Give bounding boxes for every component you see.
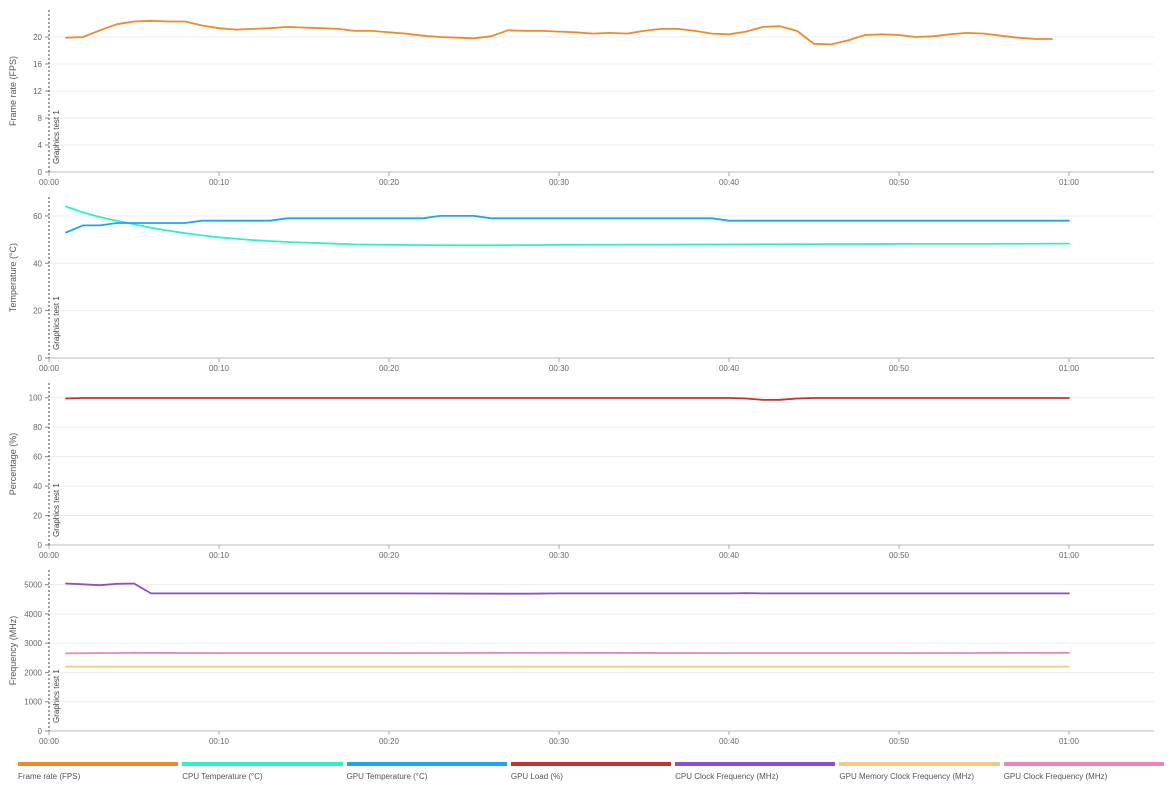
legend-label: Frame rate (FPS)	[18, 772, 81, 781]
x-tick-label: 00:50	[889, 551, 910, 560]
legend-swatch	[839, 762, 1000, 766]
y-tick-label: 60	[33, 453, 42, 462]
x-tick-label: 00:00	[39, 178, 60, 187]
legend-swatch	[675, 762, 836, 766]
y-tick-label: 16	[33, 60, 42, 69]
x-tick-label: 00:30	[549, 737, 570, 746]
legend-swatch	[18, 762, 179, 766]
y-tick-label: 20	[33, 307, 42, 316]
x-tick-label: 01:00	[1059, 364, 1080, 373]
y-tick-label: 4	[38, 141, 43, 150]
x-tick-label: 00:20	[379, 737, 400, 746]
x-tick-label: 00:40	[719, 364, 740, 373]
event-marker-label: Graphics test 1	[52, 669, 61, 723]
series-line	[65, 397, 1070, 401]
x-tick-label: 01:00	[1059, 178, 1080, 187]
x-tick-label: 01:00	[1059, 737, 1080, 746]
y-tick-label: 0	[38, 541, 43, 550]
legend-item-cpu-temperature[interactable]: CPU Temperature (°C)	[182, 762, 343, 788]
x-tick-label: 00:20	[379, 178, 400, 187]
event-marker-label: Graphics test 1	[52, 296, 61, 350]
legend-swatch	[510, 762, 672, 766]
x-tick-label: 00:00	[39, 737, 60, 746]
x-tick-label: 00:00	[39, 551, 60, 560]
x-tick-label: 00:30	[549, 364, 570, 373]
y-tick-label: 1000	[24, 698, 42, 707]
event-marker-label: Graphics test 1	[52, 110, 61, 164]
y-tick-label: 40	[33, 259, 42, 268]
legend-item-gpu-memory-clock[interactable]: GPU Memory Clock Frequency (MHz)	[839, 762, 1000, 788]
x-tick-label: 00:40	[719, 551, 740, 560]
x-tick-label: 00:40	[719, 737, 740, 746]
y-tick-label: 4000	[24, 610, 42, 619]
y-tick-label: 60	[33, 212, 42, 221]
series-line	[65, 582, 1070, 595]
x-tick-label: 00:50	[889, 364, 910, 373]
legend-item-cpu-clock[interactable]: CPU Clock Frequency (MHz)	[675, 762, 836, 788]
y-axis-title: Temperature (°C)	[8, 243, 18, 312]
legend-item-gpu-load[interactable]: GPU Load (%)	[510, 762, 672, 788]
x-tick-label: 00:10	[209, 178, 230, 187]
x-tick-label: 00:00	[39, 364, 60, 373]
legend-item-frame-rate[interactable]: Frame rate (FPS)	[18, 762, 179, 788]
x-tick-label: 00:40	[719, 178, 740, 187]
legend-swatch	[1003, 762, 1164, 766]
x-tick-label: 00:30	[549, 551, 570, 560]
legend-label: GPU Temperature (°C)	[346, 772, 428, 781]
y-tick-label: 0	[38, 354, 43, 363]
y-tick-label: 12	[33, 87, 42, 96]
legend-label: GPU Clock Frequency (MHz)	[1003, 772, 1108, 781]
legend-label: CPU Temperature (°C)	[182, 772, 263, 781]
legend-item-gpu-clock[interactable]: GPU Clock Frequency (MHz)	[1003, 762, 1164, 788]
x-tick-label: 00:20	[379, 551, 400, 560]
y-axis-title: Frame rate (FPS)	[8, 56, 18, 126]
legend-label: GPU Load (%)	[510, 772, 563, 781]
y-tick-label: 20	[33, 33, 42, 42]
x-tick-label: 00:50	[889, 178, 910, 187]
legend: Frame rate (FPS) CPU Temperature (°C) GP…	[18, 762, 1164, 788]
x-tick-label: 00:50	[889, 737, 910, 746]
y-tick-label: 0	[38, 727, 43, 736]
series-line	[65, 205, 1070, 247]
y-tick-label: 40	[33, 482, 42, 491]
series-line	[65, 214, 1070, 234]
y-tick-label: 8	[38, 114, 43, 123]
legend-item-gpu-temperature[interactable]: GPU Temperature (°C)	[346, 762, 507, 788]
x-tick-label: 00:10	[209, 737, 230, 746]
legend-swatch	[182, 762, 343, 766]
y-tick-label: 100	[29, 394, 43, 403]
y-tick-label: 80	[33, 423, 42, 432]
y-tick-label: 0	[38, 168, 43, 177]
y-tick-label: 5000	[24, 581, 42, 590]
charts-area: 0 4 8 12 16 20 00:00 00:10 00:20 00:30 00:40 00:50 0…	[8, 10, 1154, 746]
series-line	[65, 651, 1070, 655]
legend-label: CPU Clock Frequency (MHz)	[675, 772, 779, 781]
legend-label: GPU Memory Clock Frequency (MHz)	[839, 772, 975, 781]
series-line	[65, 19, 1053, 46]
event-marker-label: Graphics test 1	[52, 483, 61, 537]
y-tick-label: 20	[33, 512, 42, 521]
y-axis-title: Percentage (%)	[8, 433, 18, 496]
y-tick-label: 2000	[24, 668, 42, 677]
x-tick-label: 00:10	[209, 551, 230, 560]
x-tick-label: 00:20	[379, 364, 400, 373]
x-tick-label: 00:30	[549, 178, 570, 187]
x-tick-label: 01:00	[1059, 551, 1080, 560]
y-axis-title: Frequency (MHz)	[8, 616, 18, 686]
x-tick-label: 00:10	[209, 364, 230, 373]
legend-swatch	[346, 762, 507, 766]
y-tick-label: 3000	[24, 639, 42, 648]
